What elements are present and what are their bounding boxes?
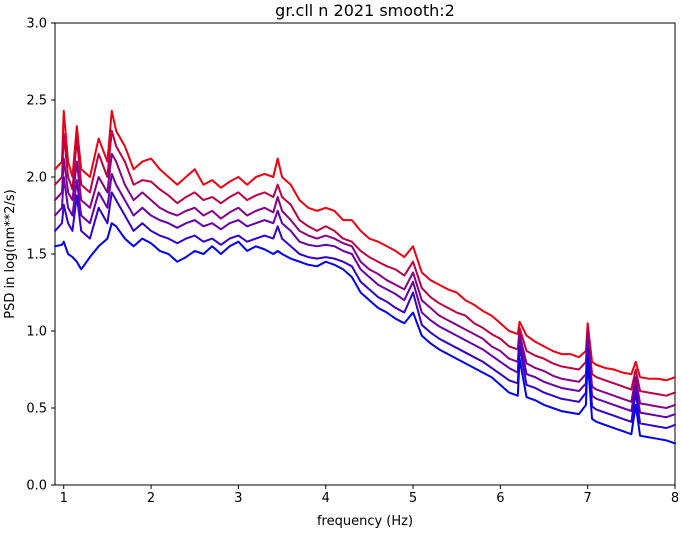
y-tick-label: 1.5 (26, 248, 47, 263)
x-tick-label: 1 (60, 491, 68, 506)
series-line-3 (54, 152, 676, 409)
y-axis-label: PSD in log(nm**2/s) (3, 189, 18, 319)
series-line-1 (54, 109, 676, 382)
y-tick-label: 1.0 (26, 325, 47, 340)
x-axis-label: frequency (Hz) (317, 514, 413, 529)
x-tick-label: 4 (322, 491, 330, 506)
y-tick-label: 2.0 (26, 171, 47, 186)
y-tick-label: 0.0 (26, 479, 47, 494)
y-tick-label: 3.0 (26, 17, 47, 32)
x-tick-label: 2 (147, 491, 155, 506)
y-axis-ticks: 0.0 0.5 1.0 1.5 2.0 2.5 3.0 (26, 17, 55, 494)
series-layer (54, 109, 676, 445)
x-axis-ticks: 1 2 3 4 5 6 7 8 (60, 485, 679, 506)
x-tick-label: 6 (496, 491, 504, 506)
series-line-6 (54, 222, 676, 445)
y-tick-label: 0.5 (26, 402, 47, 417)
y-tick-label: 2.5 (26, 94, 47, 109)
x-tick-label: 3 (234, 491, 242, 506)
x-tick-label: 8 (671, 491, 679, 506)
chart-title: gr.cll n 2021 smooth:2 (275, 1, 455, 20)
x-tick-label: 5 (409, 491, 417, 506)
x-tick-label: 7 (584, 491, 592, 506)
series-line-5 (54, 191, 676, 430)
series-line-2 (54, 129, 676, 397)
series-line-4 (54, 172, 676, 419)
